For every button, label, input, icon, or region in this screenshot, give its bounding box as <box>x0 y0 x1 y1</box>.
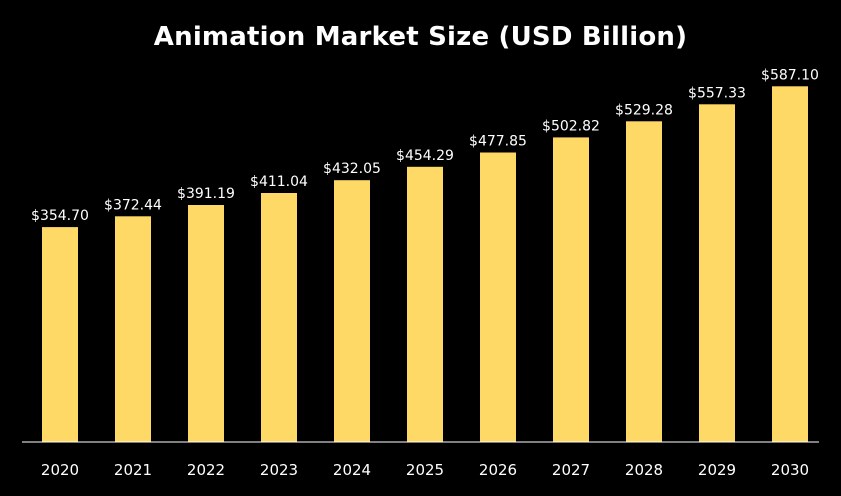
x-tick-label-2021: 2021 <box>114 461 152 479</box>
x-tick-label-2024: 2024 <box>333 461 371 479</box>
bars-layer <box>42 86 808 443</box>
data-label-2028: $529.28 <box>615 102 673 118</box>
x-tick-label-2025: 2025 <box>406 461 444 479</box>
x-tick-labels-layer: 2020 2021 2022 2023 2024 2025 2026 2027 2028 2029… <box>41 461 809 479</box>
bar-2024 <box>334 180 370 442</box>
bar-2023 <box>261 193 297 442</box>
bar-2029 <box>699 104 735 443</box>
data-label-2026: $477.85 <box>469 134 527 150</box>
data-label-2021: $372.44 <box>104 197 162 213</box>
x-tick-label-2029: 2029 <box>698 461 736 479</box>
bar-2022 <box>188 205 224 442</box>
bar-2021 <box>115 216 151 442</box>
bar-2020 <box>42 227 78 442</box>
data-label-2027: $502.82 <box>542 118 600 134</box>
x-tick-label-2026: 2026 <box>479 461 517 479</box>
chart-title: Animation Market Size (USD Billion) <box>153 22 688 52</box>
x-tick-label-2030: 2030 <box>771 461 809 479</box>
x-tick-label-2028: 2028 <box>625 461 663 479</box>
data-label-2024: $432.05 <box>323 161 381 177</box>
data-label-2029: $557.33 <box>688 85 746 101</box>
bar-2030 <box>772 86 808 443</box>
data-label-2030: $587.10 <box>761 67 819 83</box>
data-label-2025: $454.29 <box>396 148 454 164</box>
x-tick-label-2023: 2023 <box>260 461 298 479</box>
bar-2025 <box>407 166 443 443</box>
data-labels-layer: $354.70 $372.44 $391.19 $411.04 $432.05 $454.… <box>31 67 819 224</box>
x-tick-label-2027: 2027 <box>552 461 590 479</box>
bar-2027 <box>553 137 589 442</box>
data-label-2020: $354.70 <box>31 208 89 224</box>
data-label-2023: $411.04 <box>250 174 308 190</box>
x-tick-label-2022: 2022 <box>187 461 225 479</box>
bar-2026 <box>480 152 516 442</box>
x-tick-label-2020: 2020 <box>41 461 79 479</box>
data-label-2022: $391.19 <box>177 186 235 202</box>
bar-2028 <box>626 121 662 443</box>
